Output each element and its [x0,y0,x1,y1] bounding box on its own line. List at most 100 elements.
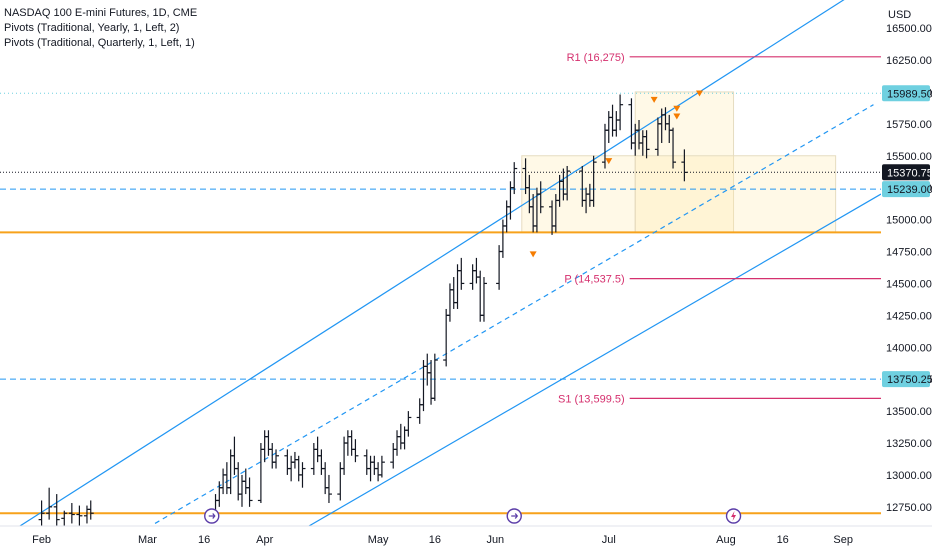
time-axis-bg [0,526,932,550]
ohlc-bar [609,104,616,137]
dividend-icon[interactable] [506,508,522,524]
ohlc-bar [352,439,359,463]
ohlc-bar [325,474,332,504]
ohlc-bar [265,430,272,456]
y-tick-label: 14500.00 [886,278,932,290]
sell-marker-icon [650,96,658,103]
ohlc-bar [371,455,378,475]
ohlc-bar [458,257,465,290]
price-tag-label: 15370.75 [887,167,932,179]
ohlc-bar [348,430,355,456]
currency-label: USD [888,9,911,21]
ohlc-bar [231,436,238,475]
channel-upper-line [0,0,845,540]
ohlc-bar [405,411,412,437]
arrow-glyph [208,513,216,519]
x-tick-label: Feb [32,534,51,546]
sell-marker-icon [673,113,681,120]
ohlc-bar [261,430,268,463]
ohlc-bar [337,462,344,501]
ohlc-bar [605,111,612,143]
ohlc-bar [220,468,227,495]
price-tag [882,181,930,198]
ohlc-bar [628,98,635,150]
ohlc-bar [613,111,620,137]
sell-marker-icon [696,90,704,97]
channel-lower-line [275,193,882,546]
candles [38,94,688,526]
ohlc-bar [238,474,245,507]
legend-pivots-yearly: Pivots (Traditional, Yearly, 1, Left, 2) [4,22,180,34]
ohlc-bar [318,449,325,475]
ohlc-bar [344,430,351,456]
pivot-label: P (14,537.5) [564,274,624,286]
regression-channel [0,0,882,546]
ohlc-bar [68,503,75,524]
ohlc-bar [375,462,382,482]
price-axis[interactable]: USD 12750.00 13000.00 13250.00 13500.00 13750… [881,0,932,526]
price-tag [882,371,930,388]
sell-marker-icon [605,158,613,165]
x-tick-label: 16 [777,534,789,546]
legend-pivots-quarterly: Pivots (Traditional, Quarterly, 1, Left,… [4,37,195,49]
price-tag-label: 13750.25 [887,374,932,386]
ohlc-bar [443,308,450,367]
ohlc-bar [288,455,295,482]
ohlc-bar [291,451,298,469]
pivot-label: S1 (13,599.5) [558,393,625,405]
y-tick-label: 12750.00 [886,502,932,514]
y-tick-label: 13250.00 [886,438,932,450]
pivot-label: R1 (16,275) [567,52,625,64]
channel-mid-line [154,104,874,524]
x-tick-label: Jun [486,534,504,546]
ohlc-bar [511,162,518,195]
ohlc-bar [310,443,317,475]
ohlc-bar [394,430,401,456]
ohlc-bar [314,436,321,463]
pivot-lines: R1 (16,275) P (14,537.5) S1 (13,599.5) [558,52,881,405]
ohlc-bar [299,462,306,488]
price-tag-label: 15239.00 [887,184,932,196]
ohlc-bar [322,462,329,495]
ohlc-bar [257,443,264,504]
arrow-glyph [511,513,519,519]
x-tick-label: Aug [716,534,736,546]
earnings-icon[interactable] [725,508,742,524]
range-box [634,155,837,233]
highlight-boxes [521,91,837,233]
y-tick-label: 15000.00 [886,215,932,227]
y-tick-label: 15750.00 [886,119,932,131]
y-tick-label: 13000.00 [886,470,932,482]
ohlc-bar [273,449,280,469]
x-tick-label: Jul [602,534,616,546]
ohlc-bar [617,94,624,131]
ohlc-bar [269,443,276,469]
ohlc-bar [390,443,397,469]
ohlc-bar [38,500,45,526]
event-icons[interactable] [204,508,742,524]
price-tag-label: 15989.50 [887,88,932,100]
x-tick-label: May [368,534,389,546]
y-tick-label: 14750.00 [886,247,932,259]
y-tick-label: 13500.00 [886,406,932,418]
ohlc-bar [643,130,650,159]
x-tick-label: Apr [256,534,273,546]
price-tag [882,85,930,102]
legend-symbol: NASDAQ 100 E-mini Futures, 1D, CME [4,7,198,19]
ohlc-bar [284,449,291,475]
time-axis[interactable]: Feb Mar 16 Apr May 16 Jun Jul Aug 16 Sep [0,525,932,550]
ohlc-bar [473,257,480,284]
ohlc-bar [670,127,677,169]
ohlc-bar [499,219,506,258]
ohlc-bar [480,277,487,322]
ohlc-bar [295,455,302,482]
x-tick-label: 16 [429,534,441,546]
ohlc-bar [246,477,253,507]
ohlc-bar [397,423,404,450]
y-tick-label: 15500.00 [886,151,932,163]
ohlc-bar [367,455,374,482]
dividend-icon[interactable] [204,508,220,524]
ohlc-bar [681,149,688,182]
y-tick-label: 14250.00 [886,310,932,322]
